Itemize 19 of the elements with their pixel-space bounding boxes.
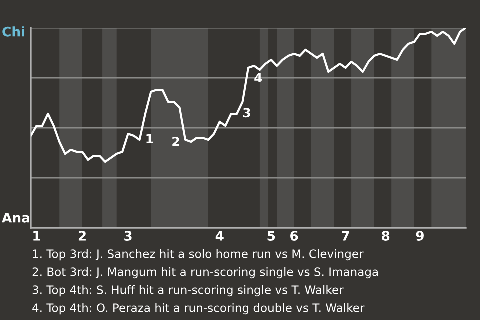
annotation: 2	[172, 136, 180, 146]
x-tick-label: 4	[216, 231, 224, 241]
x-tick-label: 3	[124, 231, 132, 241]
x-tick-label: 9	[416, 231, 424, 241]
x-tick-label: 7	[342, 231, 350, 241]
x-tick-label: 2	[78, 231, 86, 241]
annotation: 4	[254, 73, 262, 83]
text: 3. Top 4th: S. Huff hit a run-scoring single vs T. Walker	[32, 285, 344, 297]
annotation: 1	[146, 134, 154, 144]
x-tick-label: 1	[34, 231, 40, 241]
text: Chi	[2, 26, 24, 37]
text: 2. Bot 3rd: J. Mangum hit a run-scoring single vs S. Imanaga	[32, 267, 378, 279]
text: Ana	[2, 213, 30, 223]
annotation: 3	[243, 108, 250, 118]
x-tick-label: 6	[290, 231, 298, 241]
x-tick-label: 8	[382, 231, 390, 241]
text: 1. Top 3rd: J. Sanchez hit a solo home run vs M. Clevinger	[33, 249, 364, 261]
x-tick-label: 5	[268, 231, 276, 241]
text: 4. Top 4th: O. Peraza hit a run-scoring double vs T. Walker	[32, 303, 365, 315]
